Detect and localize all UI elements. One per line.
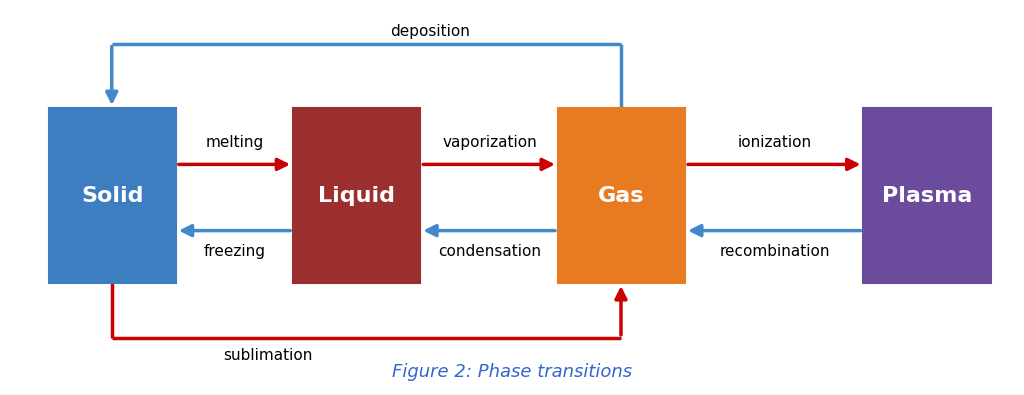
Text: Liquid: Liquid: [318, 186, 395, 205]
Text: melting: melting: [206, 135, 264, 150]
Text: condensation: condensation: [438, 244, 541, 259]
Text: Plasma: Plasma: [882, 186, 972, 205]
Text: ionization: ionization: [737, 135, 812, 150]
Text: sublimation: sublimation: [223, 348, 312, 363]
Text: Gas: Gas: [598, 186, 645, 205]
Text: recombination: recombination: [720, 244, 830, 259]
FancyBboxPatch shape: [48, 108, 176, 283]
FancyBboxPatch shape: [293, 108, 420, 283]
Text: vaporization: vaporization: [442, 135, 537, 150]
FancyBboxPatch shape: [558, 108, 685, 283]
Text: Solid: Solid: [81, 186, 143, 205]
Text: freezing: freezing: [204, 244, 266, 259]
Text: Figure 2: Phase transitions: Figure 2: Phase transitions: [392, 363, 632, 380]
FancyBboxPatch shape: [863, 108, 990, 283]
Text: deposition: deposition: [390, 24, 470, 40]
